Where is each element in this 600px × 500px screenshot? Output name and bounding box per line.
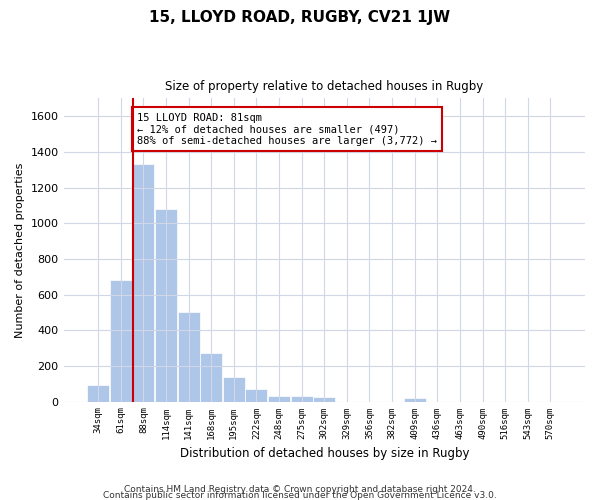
Title: Size of property relative to detached houses in Rugby: Size of property relative to detached ho…: [165, 80, 484, 93]
Bar: [178, 312, 200, 402]
Bar: [155, 209, 177, 402]
Bar: [223, 376, 245, 402]
Bar: [110, 280, 132, 402]
Text: 15 LLOYD ROAD: 81sqm
← 12% of detached houses are smaller (497)
88% of semi-deta: 15 LLOYD ROAD: 81sqm ← 12% of detached h…: [137, 112, 437, 146]
Y-axis label: Number of detached properties: Number of detached properties: [15, 162, 25, 338]
Bar: [200, 354, 222, 402]
Bar: [291, 396, 313, 402]
Bar: [133, 164, 154, 402]
Text: Contains public sector information licensed under the Open Government Licence v3: Contains public sector information licen…: [103, 491, 497, 500]
Text: 15, LLOYD ROAD, RUGBY, CV21 1JW: 15, LLOYD ROAD, RUGBY, CV21 1JW: [149, 10, 451, 25]
Bar: [245, 389, 268, 402]
Bar: [87, 384, 109, 402]
Bar: [268, 396, 290, 402]
X-axis label: Distribution of detached houses by size in Rugby: Distribution of detached houses by size …: [179, 447, 469, 460]
Bar: [313, 397, 335, 402]
Bar: [404, 398, 425, 402]
Text: Contains HM Land Registry data © Crown copyright and database right 2024.: Contains HM Land Registry data © Crown c…: [124, 484, 476, 494]
